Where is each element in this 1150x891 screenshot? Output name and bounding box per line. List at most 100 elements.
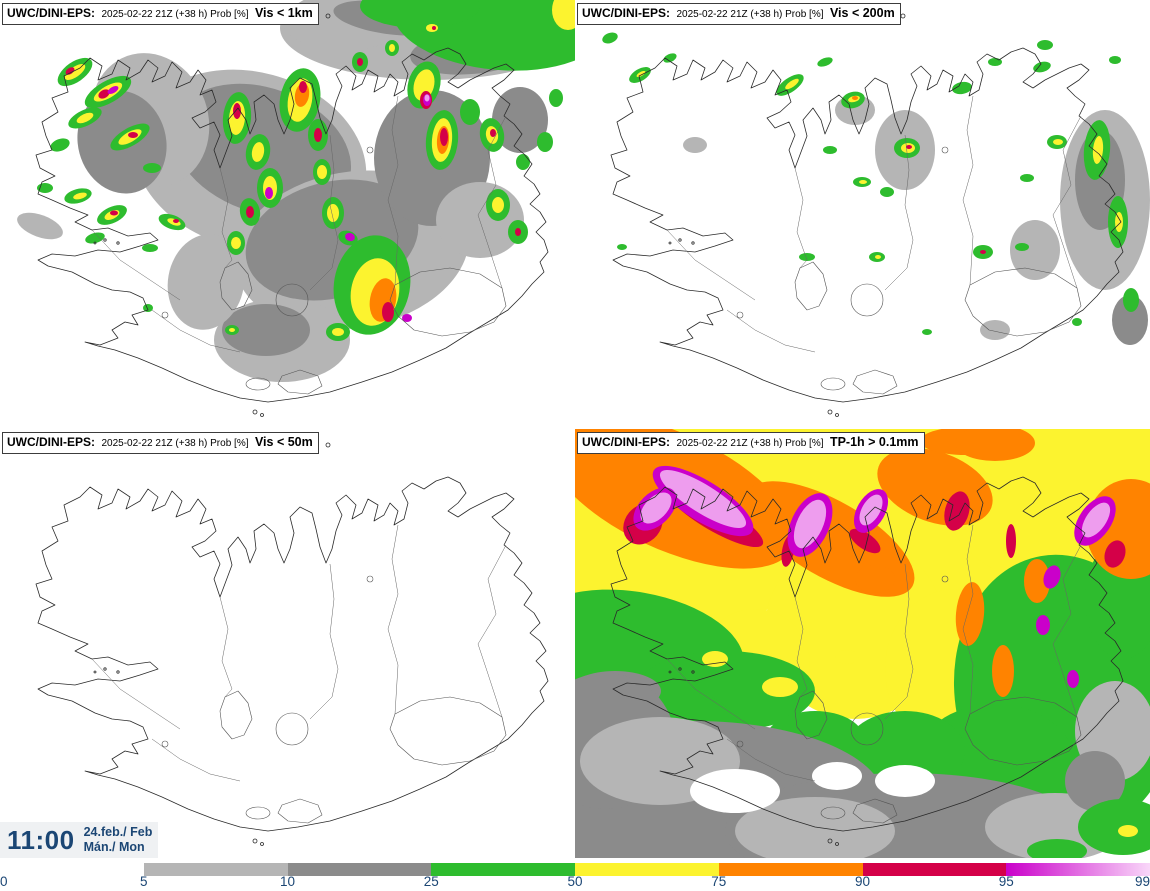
probability-blob bbox=[980, 250, 986, 254]
probability-blob bbox=[233, 103, 241, 119]
variable-label: Vis < 1km bbox=[254, 6, 313, 20]
probability-blob bbox=[1015, 243, 1029, 251]
probability-blob bbox=[1081, 502, 1111, 538]
probability-blob bbox=[880, 187, 894, 197]
probability-blob bbox=[922, 329, 932, 335]
probability-blob bbox=[799, 253, 815, 261]
probability-blob bbox=[246, 206, 254, 218]
probability-blob bbox=[1104, 540, 1126, 568]
map-vis-1km bbox=[17, 0, 575, 417]
map-panel-vis-50m: UWC/DINI-EPS: 2025-02-22 21Z (+38 h) Pro… bbox=[0, 429, 575, 858]
colorbar-segment-gradient bbox=[1006, 863, 1150, 876]
probability-blob bbox=[859, 180, 867, 184]
probability-blob bbox=[231, 237, 241, 249]
run-label: 2025-02-22 21Z (+38 h) Prob [%] bbox=[101, 438, 249, 449]
probability-blob bbox=[515, 228, 521, 236]
probability-blob bbox=[1092, 136, 1104, 164]
probability-blob bbox=[552, 0, 575, 30]
probability-blob bbox=[1123, 288, 1139, 312]
probability-blob bbox=[142, 244, 158, 252]
run-label: 2025-02-22 21Z (+38 h) Prob [%] bbox=[101, 9, 249, 20]
probability-blob bbox=[702, 651, 728, 667]
probability-blob bbox=[1072, 318, 1082, 326]
probability-blob bbox=[389, 44, 395, 52]
panel-title-vis-200m: UWC/DINI-EPS: 2025-02-22 21Z (+38 h) Pro… bbox=[577, 3, 901, 25]
probability-blob bbox=[490, 129, 496, 137]
probability-blob bbox=[332, 328, 344, 336]
variable-label: Vis < 200m bbox=[829, 6, 895, 20]
panel-title-vis-1km: UWC/DINI-EPS: 2025-02-22 21Z (+38 h) Pro… bbox=[2, 3, 319, 25]
probability-blob bbox=[1078, 799, 1150, 855]
colorbar-segment-grayD bbox=[287, 863, 432, 876]
probability-blob bbox=[492, 197, 504, 213]
probability-blob bbox=[659, 469, 747, 529]
probability-blob bbox=[980, 320, 1010, 340]
probability-blob bbox=[835, 650, 859, 664]
probability-blob bbox=[143, 304, 153, 312]
probability-blob bbox=[1118, 825, 1138, 837]
probability-blob bbox=[143, 163, 161, 173]
probability-blob bbox=[85, 232, 105, 244]
probability-blob bbox=[440, 128, 448, 146]
panel-title-tp-1h: UWC/DINI-EPS: 2025-02-22 21Z (+38 h) Pro… bbox=[577, 432, 925, 454]
probability-blob bbox=[392, 0, 575, 71]
probability-blob bbox=[65, 67, 75, 75]
run-label: 2025-02-22 21Z (+38 h) Prob [%] bbox=[676, 438, 824, 449]
probability-blob bbox=[327, 204, 339, 222]
probability-overlay bbox=[575, 429, 1150, 858]
probability-blob bbox=[849, 528, 881, 554]
probability-blob bbox=[855, 565, 895, 593]
probability-blob bbox=[906, 145, 912, 149]
probability-blob bbox=[1036, 615, 1050, 635]
probability-blob bbox=[845, 711, 965, 791]
probability-blob bbox=[812, 762, 862, 790]
probability-blob bbox=[229, 328, 235, 332]
probability-blob bbox=[1065, 751, 1125, 811]
probability-blob bbox=[357, 58, 363, 66]
day-label: Mán./ Mon bbox=[83, 840, 145, 854]
probability-blob bbox=[875, 765, 935, 797]
probability-blob bbox=[683, 137, 707, 153]
model-label: UWC/DINI-EPS: bbox=[7, 435, 95, 449]
model-label: UWC/DINI-EPS: bbox=[582, 6, 670, 20]
probability-blob bbox=[1037, 40, 1053, 50]
colorbar-segment-orange bbox=[718, 863, 863, 876]
probability-blob bbox=[265, 187, 273, 199]
probability-blob bbox=[37, 183, 53, 193]
colorbar-tick-95: 95 bbox=[998, 874, 1014, 889]
colorbar-segment-yellow bbox=[575, 863, 719, 876]
probability-blob bbox=[875, 255, 881, 259]
map-vis-50m bbox=[35, 442, 549, 846]
probability-blob bbox=[1010, 220, 1060, 280]
probability-blob bbox=[785, 78, 799, 90]
probability-blob bbox=[76, 112, 94, 124]
probability-blob bbox=[1020, 174, 1034, 182]
colorbar-segment-white bbox=[0, 863, 144, 876]
colorbar-tick-10: 10 bbox=[279, 874, 296, 889]
probability-blob bbox=[1027, 839, 1087, 858]
probability-blob bbox=[436, 182, 524, 258]
probability-blob bbox=[636, 70, 646, 78]
probability-blob bbox=[1043, 565, 1061, 589]
variable-label: TP-1h > 0.1mm bbox=[829, 435, 919, 449]
map-panel-tp-1h: UWC/DINI-EPS: 2025-02-22 21Z (+38 h) Pro… bbox=[575, 429, 1150, 858]
map-vis-200m bbox=[602, 13, 1150, 417]
probability-blob bbox=[50, 138, 70, 152]
probability-blob bbox=[992, 645, 1014, 697]
variable-label: Vis < 50m bbox=[254, 435, 313, 449]
probability-blob bbox=[1109, 56, 1121, 64]
probability-blob bbox=[735, 797, 895, 858]
probability-blob bbox=[762, 677, 798, 697]
probability-blob bbox=[73, 192, 87, 200]
probability-blob bbox=[1033, 61, 1051, 73]
probability-blob bbox=[663, 53, 677, 63]
colorbar-tick-90: 90 bbox=[854, 874, 871, 889]
model-label: UWC/DINI-EPS: bbox=[7, 6, 95, 20]
colorbar-tick-25: 25 bbox=[423, 874, 439, 889]
probability-blob bbox=[222, 304, 310, 356]
probability-blob bbox=[110, 210, 118, 216]
probability-blob bbox=[955, 582, 985, 646]
colorbar-tick-5: 5 bbox=[139, 874, 148, 889]
probability-blob bbox=[167, 234, 245, 330]
